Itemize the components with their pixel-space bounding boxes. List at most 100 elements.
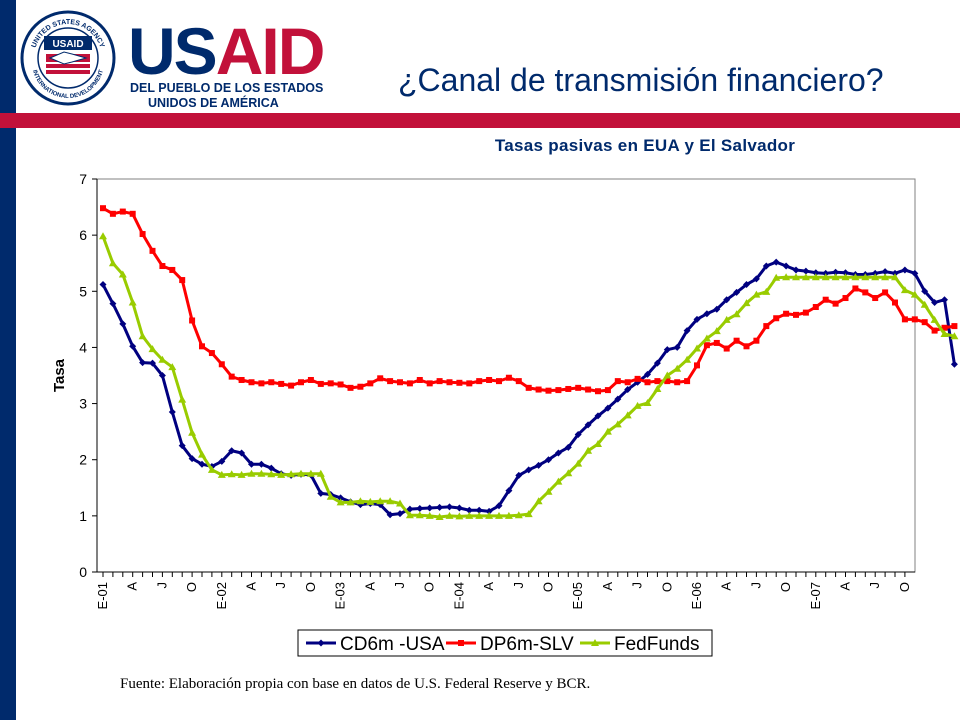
data-point [297, 469, 305, 477]
data-point [752, 275, 760, 283]
data-point [812, 269, 820, 277]
data-point [485, 507, 493, 515]
y-tick-label: 4 [79, 339, 87, 355]
data-point [792, 266, 800, 274]
data-point [158, 372, 166, 379]
data-point [713, 305, 721, 313]
data-point [664, 378, 671, 385]
data-point [387, 378, 394, 385]
data-point [337, 494, 345, 502]
data-point [178, 395, 187, 403]
data-point [950, 332, 959, 340]
data-point [515, 378, 522, 385]
data-point [465, 511, 474, 519]
data-point [406, 380, 413, 387]
data-point [108, 259, 117, 267]
y-tick-label: 2 [79, 452, 87, 468]
data-point [119, 320, 127, 328]
data-point [100, 205, 106, 212]
data-point [654, 378, 661, 385]
data-point [591, 639, 599, 646]
data-point [614, 378, 621, 385]
y-tick-label: 5 [79, 283, 87, 299]
y-tick-label: 1 [79, 508, 87, 524]
data-point [564, 469, 573, 477]
data-point [238, 376, 245, 383]
data-point [722, 315, 731, 323]
data-point [416, 376, 423, 383]
data-point [703, 342, 710, 349]
data-point [941, 324, 948, 331]
data-point [554, 449, 562, 457]
data-point [317, 380, 324, 387]
data-point [217, 470, 226, 478]
data-point [426, 380, 433, 387]
data-point [683, 355, 692, 363]
data-point [673, 364, 682, 372]
x-tick-label: O [659, 582, 674, 592]
data-point [456, 379, 463, 386]
data-point [436, 378, 443, 385]
data-point [277, 470, 286, 478]
x-tick-label: A [719, 582, 734, 591]
data-point [278, 380, 285, 387]
data-point [742, 299, 751, 307]
data-point [871, 273, 880, 281]
x-tick-label: J [867, 582, 882, 589]
data-point [149, 359, 156, 367]
data-point [683, 327, 691, 335]
data-point [218, 361, 225, 368]
data-point [445, 511, 454, 519]
data-point [356, 497, 365, 505]
data-point [248, 379, 255, 386]
data-point [405, 511, 414, 519]
data-point [891, 273, 899, 281]
data-point [882, 289, 889, 296]
data-point [426, 504, 434, 512]
data-point [852, 285, 859, 292]
data-point [911, 269, 919, 277]
data-point [921, 287, 929, 295]
data-point [930, 315, 939, 323]
data-point [623, 411, 632, 419]
data-point [674, 379, 681, 386]
x-tick-label: O [541, 582, 556, 592]
data-point [475, 511, 484, 519]
y-tick-label: 0 [79, 564, 87, 580]
data-point [663, 371, 672, 379]
data-point [604, 404, 612, 412]
data-point [495, 511, 503, 519]
data-point [554, 477, 563, 485]
data-point [267, 470, 276, 478]
data-point [415, 511, 424, 519]
data-point [773, 315, 780, 322]
data-point [128, 298, 137, 306]
data-point [812, 304, 819, 311]
data-point [793, 311, 799, 318]
data-point [514, 511, 523, 519]
data-point [832, 268, 840, 276]
data-point [465, 506, 473, 514]
data-point [861, 273, 870, 281]
data-point [931, 299, 939, 307]
data-point [643, 399, 652, 407]
data-point [367, 380, 374, 387]
data-point [159, 263, 166, 270]
data-point [247, 469, 256, 477]
data-point [702, 334, 711, 342]
data-point [555, 387, 562, 394]
data-point [208, 350, 215, 357]
x-tick-label: J [511, 582, 526, 589]
data-point [565, 385, 572, 392]
data-point [455, 504, 463, 512]
data-point [207, 465, 216, 473]
data-point [485, 511, 494, 519]
data-point [267, 464, 275, 472]
data-point [505, 487, 513, 495]
legend-label: CD6m -USA [340, 634, 445, 655]
data-point [545, 387, 552, 394]
data-point [178, 442, 186, 450]
data-point [910, 290, 919, 298]
data-point [881, 268, 889, 276]
data-point [169, 266, 176, 273]
